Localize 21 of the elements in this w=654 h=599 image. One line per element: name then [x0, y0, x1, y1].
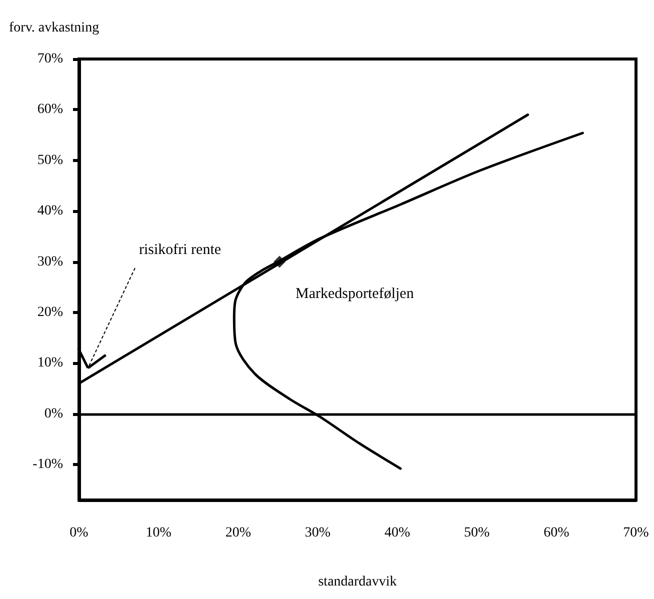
y-tick-label: -10%: [32, 457, 64, 472]
x-tick-label: 0%: [70, 526, 89, 540]
y-tick-label: 30%: [37, 254, 64, 270]
annotation: Markedsporteføljen: [296, 286, 414, 302]
x-tick-label: 70%: [623, 526, 650, 540]
x-tick-label: 50%: [464, 526, 490, 540]
y-tick-label: 40%: [37, 204, 64, 219]
x-tick-label: 40%: [384, 526, 410, 540]
y-tick-label: 70%: [37, 52, 64, 66]
y-tick-label: 50%: [37, 152, 64, 168]
x-tick-label: 10%: [146, 526, 172, 540]
y-tick-label: 60%: [37, 102, 64, 118]
x-tick-label: 30%: [304, 526, 331, 540]
y-tick-label: 20%: [37, 304, 64, 320]
y-tick-label: 10%: [37, 356, 64, 371]
y-tick-label: 0%: [44, 406, 64, 422]
x-axis-title: standardavvik: [318, 574, 397, 590]
annotation: risikofri rente: [138, 242, 222, 258]
y-axis-title: forv. avkastning: [9, 20, 100, 36]
x-tick-label: 20%: [225, 526, 252, 540]
x-tick-label: 60%: [544, 526, 570, 540]
